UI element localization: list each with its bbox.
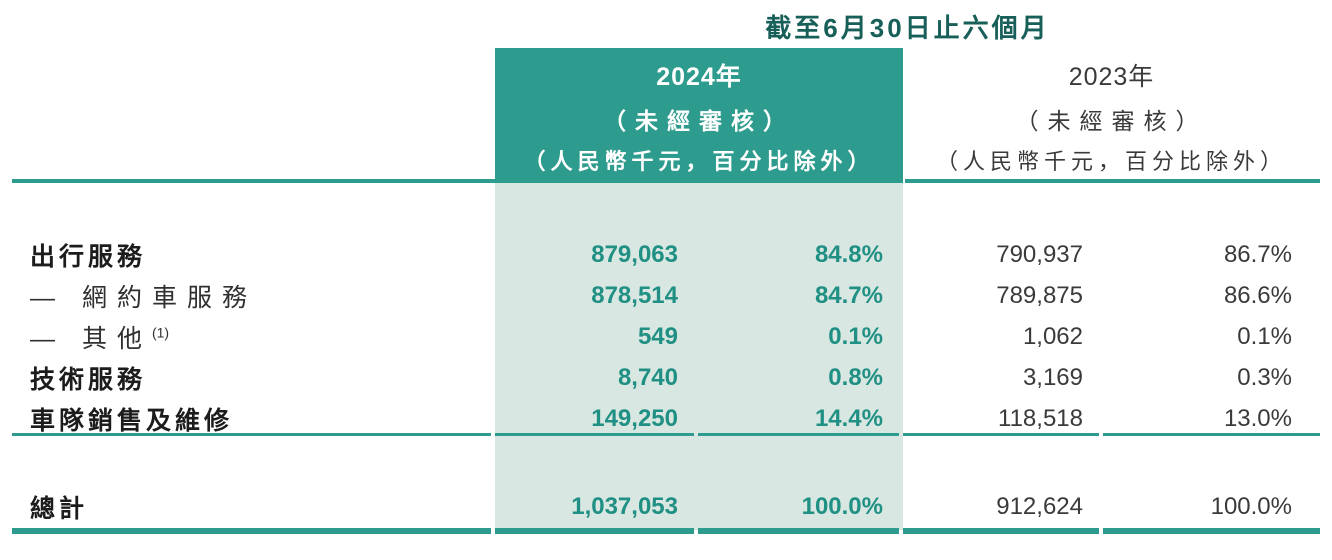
highlight-band-2024 xyxy=(495,183,903,530)
amount-2023: 790,937 xyxy=(996,241,1083,268)
rule-segment xyxy=(495,433,694,436)
table-row-fleet-sales-maintenance: 車隊銷售及維修 149,250 14.4% 118,518 13.0% xyxy=(12,399,1320,439)
rule-segment xyxy=(12,528,491,534)
amount-2023: 912,624 xyxy=(996,493,1083,520)
amount-2023: 789,875 xyxy=(996,282,1083,309)
pct-2024: 100.0% xyxy=(801,493,883,520)
amount-2024: 878,514 xyxy=(591,282,678,309)
pct-2024: 0.8% xyxy=(828,364,883,391)
rule-segment xyxy=(1103,528,1320,534)
header-rule-left xyxy=(12,179,495,183)
rule-segment xyxy=(903,528,1099,534)
header-2023-unit: （人民幣千元，百分比除外） xyxy=(935,149,1287,175)
rule-segment xyxy=(903,433,1099,436)
table-row-ride-hailing: — 網約車服務 878,514 84.7% 789,875 86.6% xyxy=(12,276,1320,316)
rule-segment xyxy=(495,528,694,534)
amount-2024: 549 xyxy=(637,323,678,350)
header-2024-unit: （人民幣千元，百分比除外） xyxy=(523,149,875,175)
header-rule-right xyxy=(905,179,1320,183)
row-label: 總計 xyxy=(30,495,89,523)
footnote-marker: (1) xyxy=(151,324,170,341)
row-label: 車隊銷售及維修 xyxy=(30,407,234,435)
amount-2023: 118,518 xyxy=(998,405,1083,432)
mid-rule xyxy=(12,433,1320,436)
row-label-text: — 其他 xyxy=(30,325,152,353)
pct-2023: 0.3% xyxy=(1237,364,1292,391)
pct-2023: 86.7% xyxy=(1223,241,1292,268)
row-label: 出行服務 xyxy=(30,243,147,271)
rule-segment xyxy=(12,433,491,436)
amount-2023: 1,062 xyxy=(1022,323,1083,350)
amount-2024: 149,250 xyxy=(591,405,678,432)
bottom-rule xyxy=(12,528,1320,534)
header-2024-audited: （未經審核） xyxy=(603,107,795,134)
table-row-others: — 其他(1) 549 0.1% 1,062 0.1% xyxy=(12,317,1320,357)
table-row-total: 總計 1,037,053 100.0% 912,624 100.0% xyxy=(12,487,1320,527)
table-row-travel-services: 出行服務 879,063 84.8% 790,937 86.7% xyxy=(12,235,1320,275)
table-row-technical-services: 技術服務 8,740 0.8% 3,169 0.3% xyxy=(12,358,1320,398)
rule-segment xyxy=(698,528,899,534)
amount-2024: 879,063 xyxy=(591,241,678,268)
header-2024-year: 2024年 xyxy=(656,62,742,91)
period-title: 截至6月30日止六個月 xyxy=(765,13,1050,43)
pct-2024: 84.7% xyxy=(814,282,883,309)
row-label: — 網約車服務 xyxy=(30,284,257,312)
pct-2023: 100.0% xyxy=(1210,493,1292,520)
pct-2024: 0.1% xyxy=(828,323,883,350)
pct-2024: 14.4% xyxy=(814,405,883,432)
amount-2023: 3,169 xyxy=(1022,364,1083,391)
pct-2023: 13.0% xyxy=(1223,405,1292,432)
column-header-2023: 2023年 （未經審核） （人民幣千元，百分比除外） xyxy=(903,48,1320,185)
header-2023-audited: （未經審核） xyxy=(1015,107,1208,134)
pct-2023: 86.6% xyxy=(1223,282,1292,309)
pct-2023: 0.1% xyxy=(1237,323,1292,350)
row-label: — 其他(1) xyxy=(12,319,495,355)
row-label: 技術服務 xyxy=(30,366,147,394)
column-header-2024: 2024年 （未經審核） （人民幣千元，百分比除外） xyxy=(495,48,903,185)
amount-2024: 8,740 xyxy=(617,364,678,391)
pct-2024: 84.8% xyxy=(814,241,883,268)
amount-2024: 1,037,053 xyxy=(571,493,678,520)
rule-segment xyxy=(1103,433,1320,436)
header-2023-year: 2023年 xyxy=(1068,62,1155,91)
rule-segment xyxy=(698,433,899,436)
